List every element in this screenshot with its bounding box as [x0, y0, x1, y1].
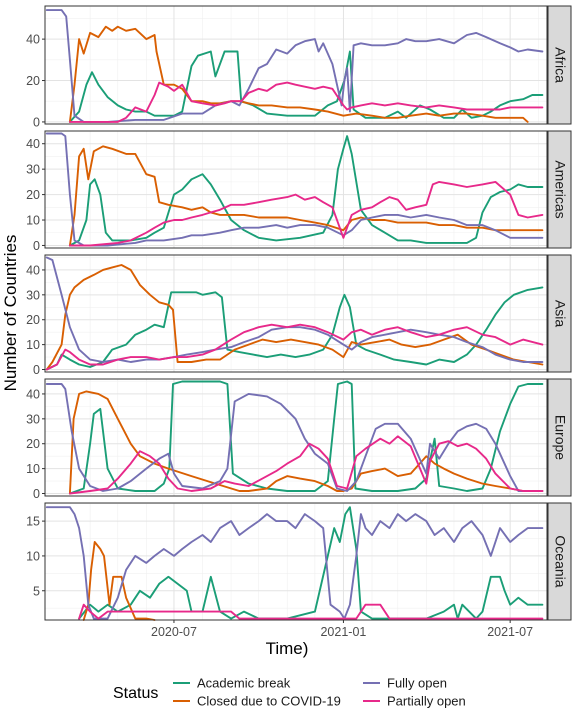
panel-background — [45, 131, 547, 248]
series-line-closed-due-to-covid-19 — [45, 264, 544, 371]
panel-africa: 0 20 40 Africa — [26, 5, 572, 129]
y-tick-label: 20 — [26, 188, 40, 202]
series-line-closed-due-to-covid-19 — [68, 390, 544, 495]
panel-asia: 0 10 20 30 40 Asia — [26, 254, 572, 377]
y-tick-label: 10 — [26, 338, 40, 352]
y-tick-label: 40 — [26, 137, 40, 151]
panel-border — [44, 130, 548, 249]
series-line-partially-open — [68, 81, 544, 123]
y-tick-label: 20 — [26, 313, 40, 327]
x-tick-label: 2020-07 — [151, 625, 197, 639]
legend-label: Fully open — [387, 676, 447, 691]
legend-item: Fully open — [363, 676, 447, 691]
panel-border — [44, 502, 548, 621]
series-line-fully-open — [45, 506, 544, 620]
y-tick-label: 20 — [26, 74, 40, 88]
y-tick-label: 15 — [26, 515, 40, 529]
series-line-partially-open — [68, 435, 544, 495]
panel-border — [44, 254, 548, 373]
legend-title: Status — [113, 685, 158, 702]
series-line-academic-break — [45, 286, 544, 371]
y-tick-label: 30 — [26, 288, 40, 302]
series-line-partially-open — [68, 180, 544, 247]
series-line-academic-break — [68, 380, 544, 495]
series-line-closed-due-to-covid-19 — [82, 541, 156, 621]
y-axis-title: Number of Countries — [1, 235, 20, 392]
legend-item: Academic break — [173, 676, 291, 691]
series-line-fully-open — [45, 383, 544, 492]
y-tick-label: 30 — [26, 163, 40, 177]
facet-strip — [547, 254, 572, 373]
y-tick-label: 5 — [33, 584, 40, 598]
y-tick-label: 10 — [26, 214, 40, 228]
legend-item: Partially open — [363, 694, 466, 709]
y-tick-label: 20 — [26, 437, 40, 451]
panel-europe: 0 10 20 30 40 Europe — [26, 378, 572, 501]
series-line-partially-open — [78, 603, 544, 620]
legend-label: Closed due to COVID-19 — [197, 694, 341, 709]
panel-oceania: 5 10 15 Oceania — [26, 502, 572, 621]
legend-label: Partially open — [387, 694, 466, 709]
panel-border — [44, 378, 548, 497]
facet-strip-label: Europe — [553, 415, 569, 460]
y-tick-label: 40 — [26, 263, 40, 277]
legend: Status Academic break Closed due to COVID… — [113, 676, 466, 709]
series-line-academic-break — [68, 135, 544, 247]
facet-strip — [547, 502, 572, 621]
x-tick-label: 2021-01 — [320, 625, 366, 639]
y-tick-label: 0 — [33, 487, 40, 501]
facet-strip-label: Asia — [553, 300, 569, 327]
y-tick-label: 0 — [33, 115, 40, 129]
y-tick-label: 10 — [26, 462, 40, 476]
panels: 0 20 40 Africa 0 10 20 30 40 Americas 0 10 20 30 40 Asi… — [26, 5, 572, 639]
y-tick-label: 0 — [33, 239, 40, 253]
facet-strip-label: Americas — [553, 160, 569, 218]
x-axis: 2020-07 2021-01 2021-07 — [151, 620, 533, 639]
panel-background — [45, 255, 547, 372]
y-tick-label: 40 — [26, 33, 40, 47]
y-tick-label: 40 — [26, 387, 40, 401]
series-line-partially-open — [45, 323, 544, 371]
y-tick-label: 10 — [26, 549, 40, 563]
panel-americas: 0 10 20 30 40 Americas — [26, 130, 572, 253]
facet-strip — [547, 130, 572, 249]
x-axis-title: Time) — [266, 639, 309, 658]
legend-item: Closed due to COVID-19 — [173, 694, 341, 709]
legend-label: Academic break — [197, 676, 291, 691]
panel-border — [44, 5, 548, 125]
facet-strip-label: Africa — [553, 47, 569, 83]
x-tick-label: 2021-07 — [487, 625, 533, 639]
series-line-academic-break — [78, 506, 544, 620]
facet-strip — [547, 378, 572, 497]
series-line-fully-open — [45, 9, 544, 123]
panel-background — [45, 503, 547, 620]
panel-background — [45, 6, 547, 124]
series-line-fully-open — [45, 132, 544, 247]
series-line-closed-due-to-covid-19 — [68, 145, 544, 247]
y-tick-label: 30 — [26, 412, 40, 426]
facet-strip — [547, 5, 572, 125]
y-tick-label: 0 — [33, 363, 40, 377]
facet-strip-label: Oceania — [553, 535, 569, 587]
